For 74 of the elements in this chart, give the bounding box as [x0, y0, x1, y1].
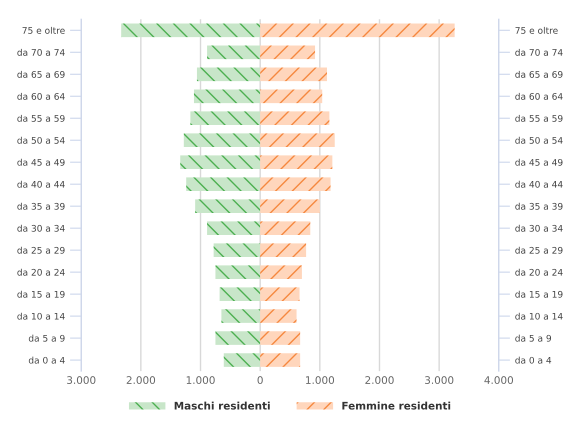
x-tick-label: 0	[258, 376, 263, 384]
category-label: 75 e oltre	[516, 26, 558, 34]
bar	[260, 111, 330, 126]
category-label: da 35 a 39	[515, 202, 563, 210]
category-label: da 60 a 64	[515, 92, 563, 100]
bar	[215, 331, 260, 345]
y-tick-label: 75 e oltre	[22, 26, 65, 34]
bar	[207, 45, 260, 60]
bar	[260, 89, 322, 104]
bar	[260, 353, 300, 367]
y-tick-label: da 50 a 54	[17, 136, 65, 144]
bar	[260, 177, 331, 192]
y-tick-label: da 25 a 29	[17, 246, 65, 254]
legend-label: Femmine residenti	[342, 402, 450, 410]
category-label: da 10 a 14	[515, 312, 563, 320]
y-tick-label: da 60 a 64	[17, 92, 65, 100]
bar	[260, 23, 455, 38]
bar	[260, 221, 310, 235]
bar	[260, 199, 320, 214]
x-tick-label: 2.000	[126, 376, 156, 384]
category-label: da 30 a 34	[515, 224, 563, 232]
bar	[260, 133, 335, 148]
bar	[121, 23, 260, 38]
y-tick-label: da 35 a 39	[17, 202, 65, 210]
bar	[260, 243, 306, 257]
category-label: da 65 a 69	[515, 70, 563, 78]
bar	[184, 133, 260, 148]
x-tick-label: 3.000	[425, 376, 454, 384]
y-tick-label: da 65 a 69	[17, 70, 65, 78]
bar	[260, 155, 332, 170]
bar	[260, 45, 316, 60]
x-tick-label: 1.000	[306, 376, 334, 384]
bar	[207, 221, 260, 235]
category-label: da 45 a 49	[515, 158, 563, 166]
bar	[260, 309, 297, 323]
x-tick-label: 3.000	[67, 376, 96, 384]
bar	[221, 309, 260, 323]
y-tick-label: da 20 a 24	[17, 268, 65, 276]
bar	[260, 331, 300, 345]
category-label: da 50 a 54	[515, 136, 563, 144]
category-label: da 15 a 19	[515, 290, 563, 298]
category-label: da 25 a 29	[515, 246, 563, 254]
category-label: da 0 a 4	[515, 356, 552, 364]
category-label: da 40 a 44	[515, 180, 563, 188]
legend-label: Maschi residenti	[174, 402, 270, 410]
category-label: da 5 a 9	[515, 334, 552, 342]
y-tick-label: da 10 a 14	[17, 312, 65, 320]
bar	[214, 243, 260, 257]
y-tick-label: da 15 a 19	[17, 290, 65, 298]
x-tick-label: 2.000	[365, 376, 394, 384]
y-tick-label: da 55 a 59	[17, 114, 65, 122]
category-label: da 70 a 74	[515, 48, 563, 56]
y-tick-label: da 0 a 4	[28, 356, 65, 364]
x-tick-label: 1.000	[186, 376, 215, 384]
bar	[195, 199, 260, 214]
bar	[180, 155, 260, 170]
category-label: da 55 a 59	[515, 114, 563, 122]
bar	[260, 265, 302, 279]
x-tick-label: 4.000	[484, 376, 514, 384]
category-label: da 20 a 24	[515, 268, 563, 276]
bar	[194, 89, 260, 104]
bar	[190, 111, 260, 126]
y-tick-label: da 30 a 34	[17, 224, 65, 232]
bar	[186, 177, 260, 192]
y-tick-label: da 45 a 49	[17, 158, 65, 166]
y-tick-label: da 70 a 74	[17, 48, 65, 56]
bar	[196, 67, 260, 82]
bar	[215, 265, 260, 279]
y-tick-label: da 5 a 9	[28, 334, 65, 342]
bar	[220, 287, 260, 301]
bar	[260, 67, 327, 82]
bar	[260, 287, 300, 301]
bar	[224, 353, 260, 367]
y-tick-label: da 40 a 44	[17, 180, 65, 188]
